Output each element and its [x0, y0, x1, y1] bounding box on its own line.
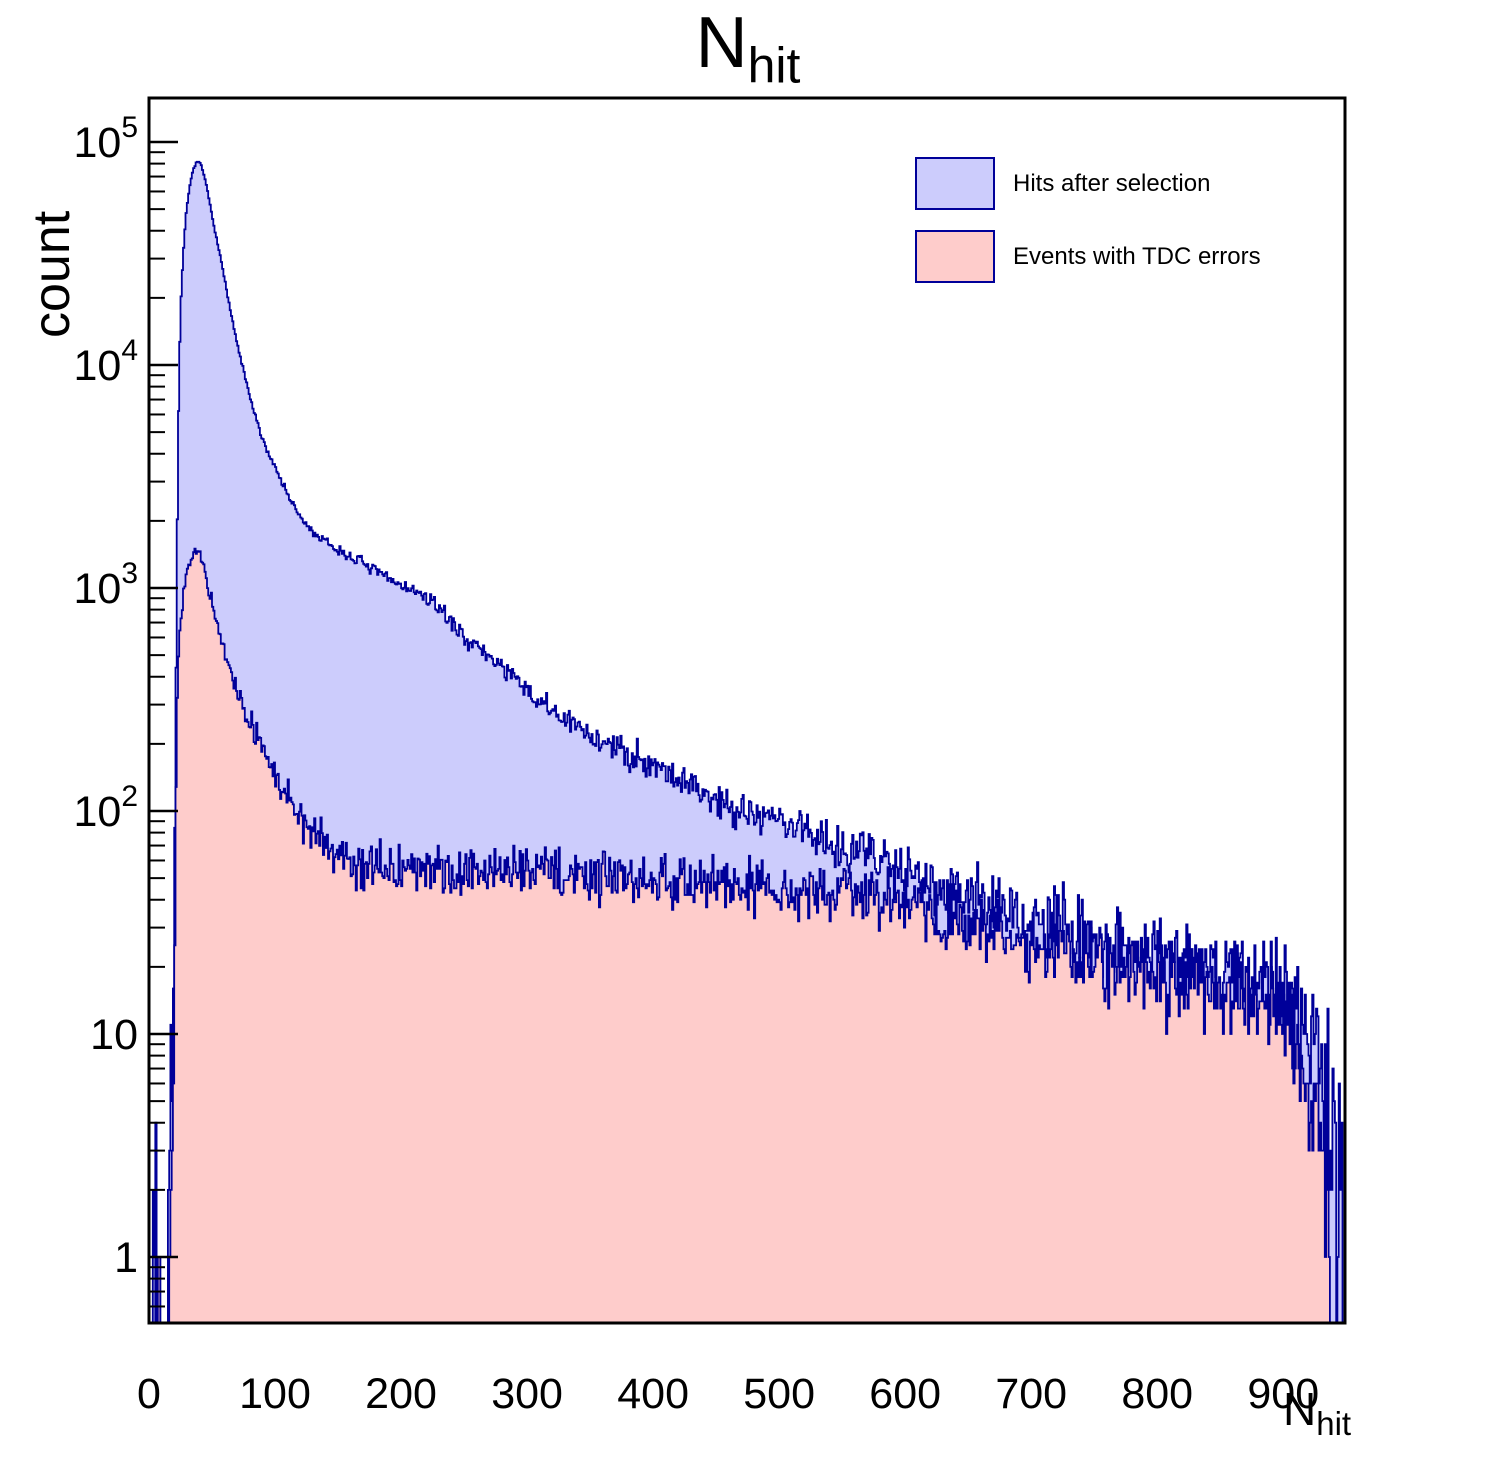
y-tick-label: 105 [73, 111, 138, 167]
legend-swatch-pink [915, 230, 995, 283]
x-tick-label: 700 [995, 1370, 1067, 1418]
y-axis-title: count [23, 210, 81, 338]
y-tick-label: 1 [114, 1234, 138, 1282]
legend-label: Hits after selection [1013, 169, 1211, 197]
y-tick-label: 104 [73, 334, 138, 390]
x-tick-label: 800 [1121, 1370, 1193, 1418]
x-tick-label: 100 [239, 1370, 311, 1418]
legend-item-hits-after-selection: Hits after selection [915, 157, 1210, 210]
x-axis-title-sub: hit [1316, 1405, 1352, 1443]
x-axis-title: Nhit [1283, 1382, 1351, 1443]
x-axis-title-main: N [1283, 1383, 1317, 1435]
y-tick-label: 102 [73, 780, 138, 836]
x-tick-label: 400 [617, 1370, 689, 1418]
x-tick-label: 200 [365, 1370, 437, 1418]
y-tick-label: 103 [73, 557, 138, 613]
x-tick-label: 600 [869, 1370, 941, 1418]
x-tick-label: 500 [743, 1370, 815, 1418]
y-tick-label: 10 [90, 1011, 138, 1059]
plot-title-main: N [695, 3, 748, 83]
legend-item-tdc-errors: Events with TDC errors [915, 230, 1261, 283]
plot-title-sub: hit [747, 37, 801, 94]
x-tick-label: 0 [137, 1370, 161, 1418]
legend-label: Events with TDC errors [1013, 242, 1261, 270]
x-tick-label: 300 [491, 1370, 563, 1418]
legend-swatch-blue [915, 157, 995, 210]
plot-title: Nhit [0, 2, 1496, 94]
x-tick-label: 900 [1247, 1370, 1319, 1418]
